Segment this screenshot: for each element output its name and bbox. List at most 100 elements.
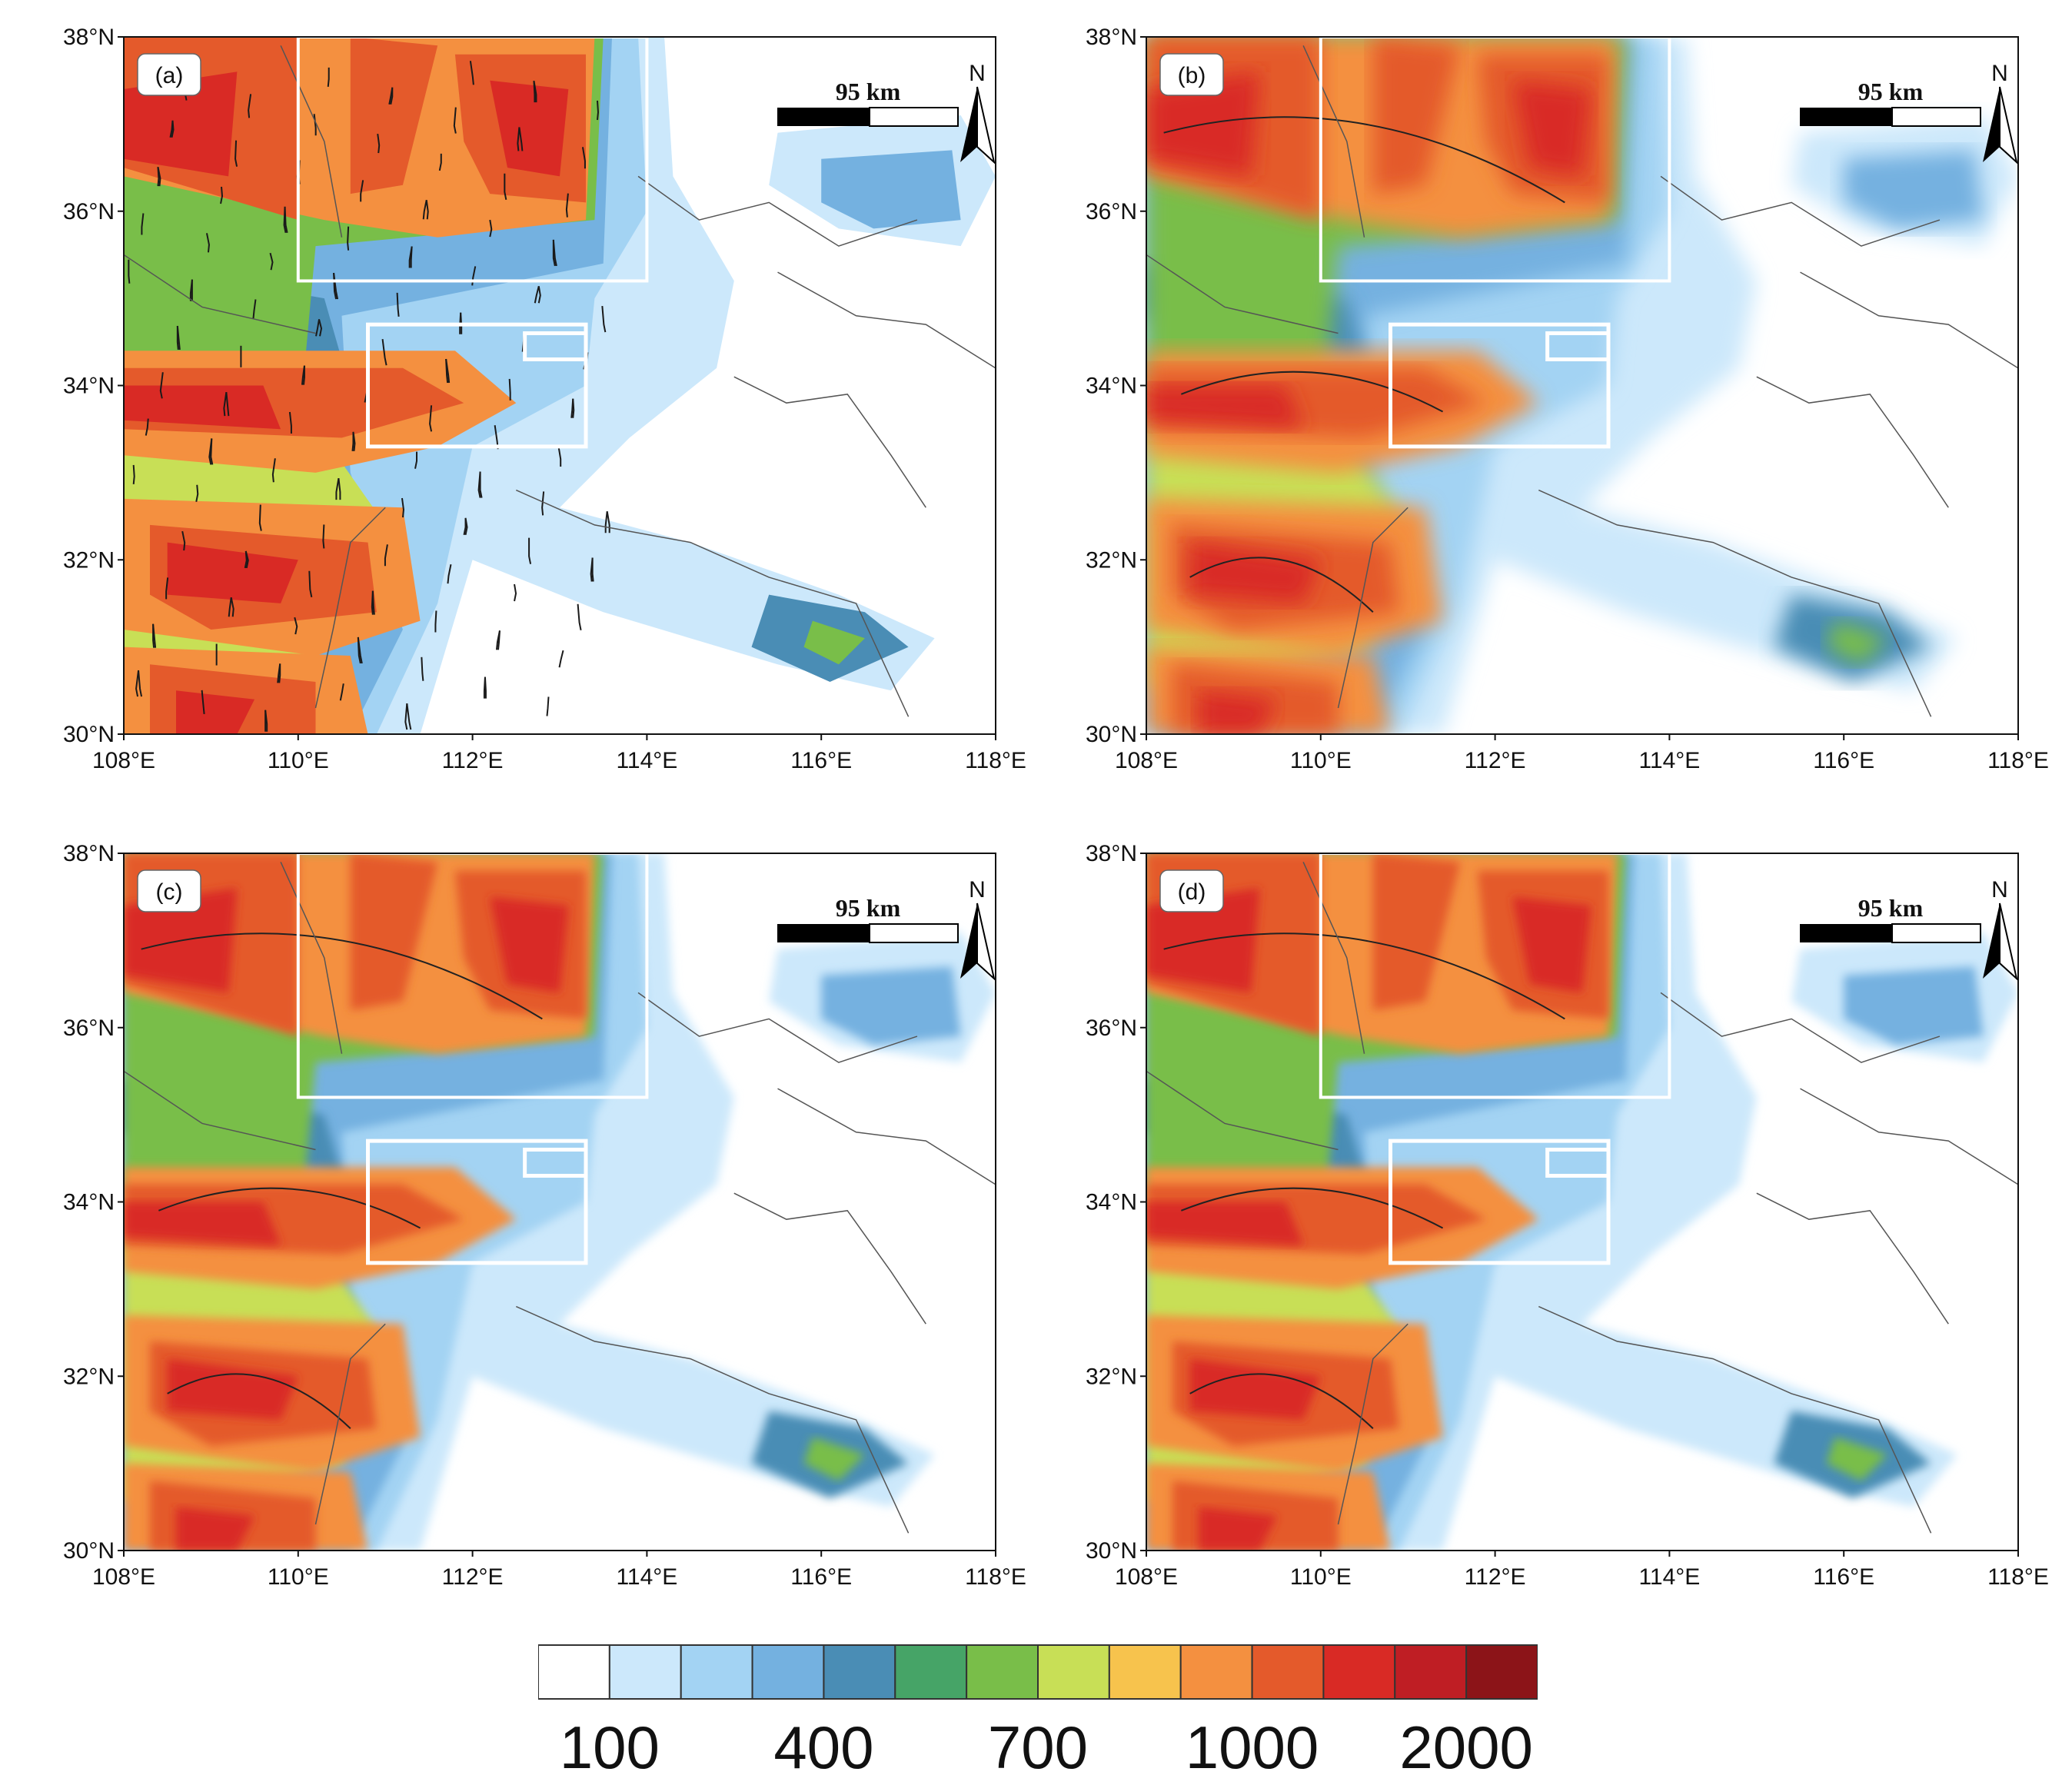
ridge-line [357, 637, 363, 664]
scale-bar-label: 95 km [836, 894, 901, 922]
ridge-line [360, 180, 364, 202]
elevation-region [176, 1507, 255, 1551]
elevation-region [167, 1358, 298, 1420]
ridge-line [438, 153, 442, 171]
colorbar-swatch [1394, 1644, 1468, 1700]
elevation-region [803, 1437, 865, 1481]
panel-label: (a) [155, 63, 184, 88]
lat-tick-label: 34°N [1086, 374, 1137, 399]
border-line [1756, 1192, 1949, 1325]
ridge-line [138, 670, 143, 697]
north-arrow-icon-right [1999, 86, 2018, 165]
lon-tick-label: 108°E [1115, 1564, 1178, 1590]
ridge-line [581, 147, 586, 169]
ridge-line [541, 491, 545, 516]
ridge-line [534, 286, 540, 304]
study-area-box [523, 1147, 588, 1178]
ridge-line [152, 623, 157, 648]
elevation-region [821, 966, 961, 1045]
elevation-region [1826, 1437, 1887, 1481]
contour-line [1180, 371, 1444, 413]
ridge-line [514, 583, 517, 602]
panel-label-box [137, 53, 201, 96]
scale-bar-black [777, 924, 870, 942]
lon-tick-label: 114°E [616, 1564, 677, 1590]
ridge-line [159, 372, 164, 399]
lon-tick-label: 118°E [1987, 1564, 2049, 1590]
north-arrow-icon-right [976, 902, 996, 981]
colorbar-swatch [1179, 1644, 1253, 1700]
contour-line [1163, 932, 1565, 1020]
ridge-line [132, 464, 135, 484]
lon-tick-label: 112°E [1465, 1564, 1526, 1590]
colorbar-swatch [1108, 1644, 1182, 1700]
colorbar-swatch [1465, 1644, 1538, 1700]
ridge-line [205, 233, 210, 253]
ridge-line [517, 127, 520, 151]
lon-tick-label: 114°E [1638, 1564, 1700, 1590]
ridge-line [278, 663, 281, 683]
north-arrow-label: N [1991, 61, 2008, 86]
lat-tick-label: 38°N [63, 841, 115, 866]
ridge-line [528, 537, 532, 564]
elevation-region [350, 37, 438, 194]
colorbar: 100 400 700 1000 2000 [538, 1644, 1538, 1775]
ridge-line [333, 272, 339, 300]
contour-line [1163, 116, 1565, 204]
elevation-region [167, 542, 298, 603]
contour-line [1180, 1187, 1444, 1229]
elevation-region [1189, 1358, 1321, 1420]
north-arrow-icon-right [976, 86, 996, 165]
border-line [123, 1070, 316, 1151]
study-area-box [366, 1138, 588, 1265]
ridge-line [128, 259, 131, 284]
ridge-line [504, 173, 507, 200]
panel-label-box [137, 869, 201, 912]
lon-tick-label: 112°E [442, 748, 504, 773]
border-line [1302, 862, 1365, 1054]
elevation-region [1844, 966, 1984, 1045]
border-line [1800, 271, 2019, 369]
contour-line [158, 1187, 421, 1229]
lon-tick-label: 118°E [1987, 748, 2049, 773]
ridge-line [284, 206, 288, 234]
border-line [280, 862, 343, 1054]
colorbar-swatch [1251, 1644, 1325, 1700]
ridge-line [606, 511, 610, 533]
elevation-region [1189, 542, 1321, 603]
colorbar-swatch [751, 1644, 825, 1700]
lat-tick-label: 32°N [63, 1364, 115, 1389]
ridge-line [264, 710, 268, 732]
lon-tick-label: 114°E [1638, 748, 1700, 773]
north-arrow-label: N [969, 61, 986, 86]
contour-line [1189, 557, 1374, 613]
north-arrow-label: N [1991, 877, 2008, 902]
ridge-line [318, 319, 323, 337]
study-area-box [1389, 1138, 1611, 1265]
ridge-line [591, 557, 594, 582]
border-line [1660, 992, 1941, 1063]
ridge-line [244, 550, 249, 569]
lon-tick-label: 114°E [616, 748, 677, 773]
contour-line [1189, 1373, 1374, 1429]
elevation-region [124, 71, 238, 177]
ridge-line [377, 133, 381, 154]
north-arrow-label: N [969, 877, 986, 902]
elevation-region [1199, 1507, 1278, 1551]
scale-bar-label: 95 km [1858, 894, 1924, 922]
ridge-line [135, 670, 140, 697]
province-borders [123, 862, 996, 1534]
lon-tick-label: 110°E [1290, 1564, 1352, 1590]
ridge-line [469, 61, 474, 85]
lat-tick-label: 36°N [63, 1015, 115, 1041]
lat-tick-label: 32°N [1086, 1364, 1137, 1389]
contour-line [141, 932, 543, 1020]
scale-bar-white [869, 923, 959, 943]
lat-tick-label: 34°N [1086, 1190, 1137, 1215]
panel-label: (b) [1178, 63, 1206, 88]
ridge-line [396, 292, 400, 317]
